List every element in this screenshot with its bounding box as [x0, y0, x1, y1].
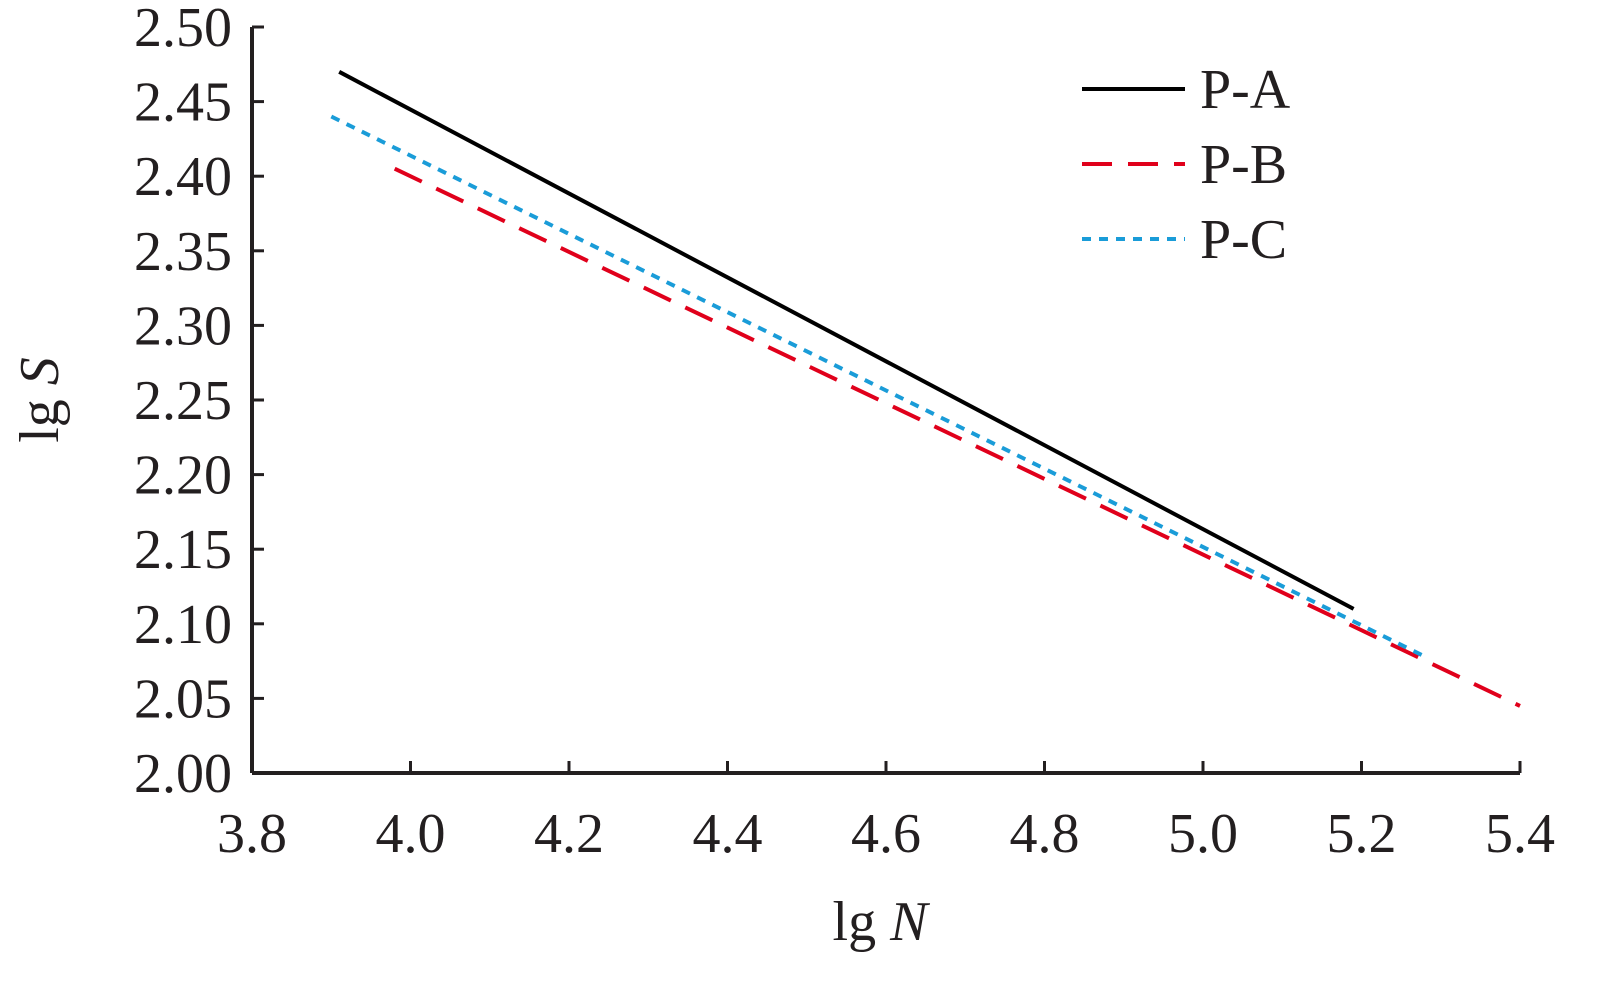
x-tick-label: 4.0 [376, 803, 446, 865]
legend: P-A P-B P-C [1082, 59, 1291, 271]
y-tick-label: 2.25 [134, 370, 232, 432]
legend-label-p-b: P-B [1200, 134, 1287, 196]
x-tick-label: 4.8 [1010, 803, 1080, 865]
y-tick-label: 2.00 [134, 743, 232, 805]
y-axis-title: lg S [9, 357, 71, 443]
x-tick-label: 5.2 [1327, 803, 1397, 865]
legend-label-p-c: P-C [1200, 209, 1287, 271]
x-tick-label: 5.0 [1168, 803, 1238, 865]
series-line-p-b [393, 166, 1521, 708]
legend-label-p-a: P-A [1200, 59, 1291, 121]
x-tick-label: 3.8 [217, 803, 287, 865]
y-tick-label: 2.50 [134, 0, 232, 59]
y-tick-label: 2.35 [134, 221, 232, 283]
series-line-p-a [338, 70, 1355, 611]
y-tick-label: 2.05 [134, 668, 232, 730]
axes [250, 27, 1520, 775]
y-tick-label: 2.20 [134, 445, 232, 507]
x-tick-label: 5.4 [1485, 803, 1555, 865]
y-tick-label: 2.15 [134, 519, 232, 581]
x-axis-title: lg N [833, 891, 931, 953]
series-lines [330, 70, 1521, 708]
x-tick-label: 4.2 [534, 803, 604, 865]
y-tick-label: 2.30 [134, 295, 232, 357]
x-tick-label: 4.4 [693, 803, 763, 865]
x-axis-ticks: 3.8 4.0 4.2 4.4 4.6 4.8 5.0 5.2 5.4 [217, 761, 1555, 865]
x-tick-label: 4.6 [851, 803, 921, 865]
y-tick-label: 2.10 [134, 594, 232, 656]
y-axis-ticks: 2.00 2.05 2.10 2.15 2.20 2.25 2.30 2.35 2.40 2.45… [134, 0, 264, 805]
y-tick-label: 2.40 [134, 146, 232, 208]
y-tick-label: 2.45 [134, 72, 232, 134]
series-line-p-c [330, 114, 1426, 659]
